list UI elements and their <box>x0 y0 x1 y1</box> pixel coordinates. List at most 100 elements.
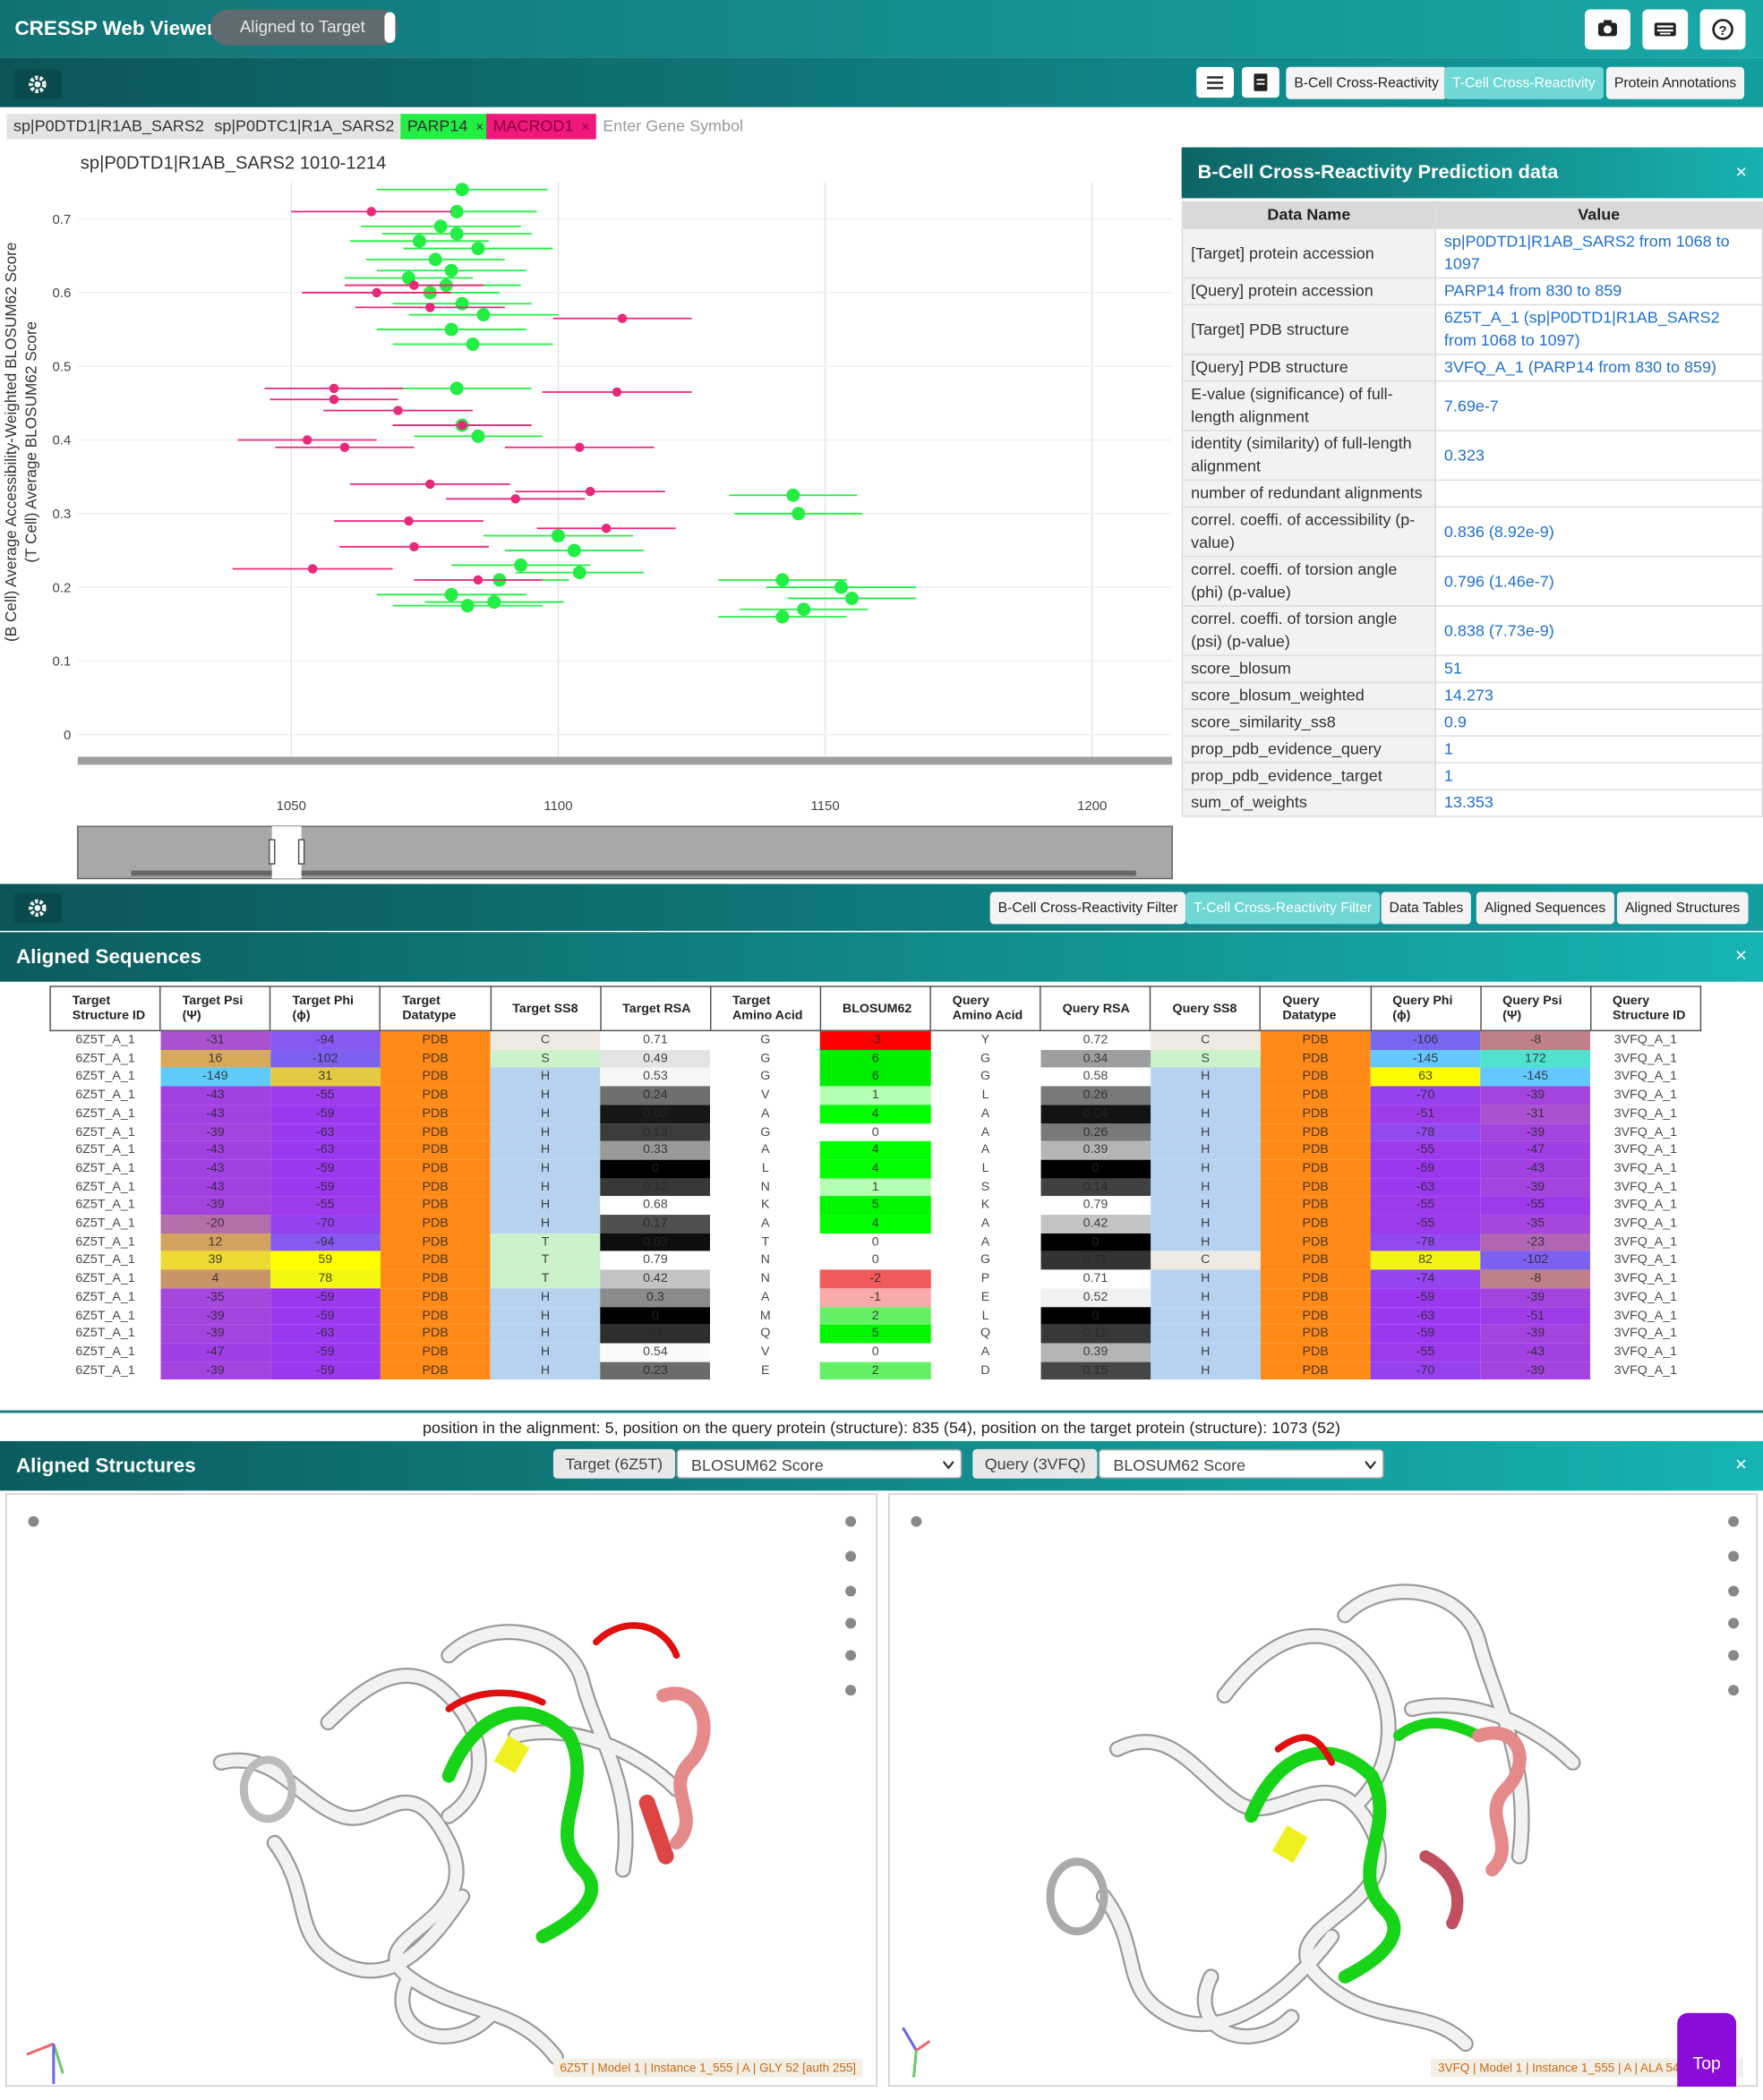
sequence-row: 6Z5T_A_1 -43 -63 PDB H 0.33 A 4 A 0.39 H PDB -55 -47 3… <box>50 1141 1701 1160</box>
structure-viewer[interactable]: 6Z5T | Model 1 | Instance 1_555 | A | GL… <box>4 1493 878 2087</box>
sequence-cell: S <box>1150 1049 1261 1069</box>
close-button[interactable]: × <box>1734 1453 1748 1476</box>
tag-label: sp|P0DTC1|R1A_SARS2 <box>214 116 395 136</box>
align-toggle[interactable]: Aligned to Target <box>210 9 398 46</box>
tab-button[interactable]: Protein Annotations <box>1605 66 1745 99</box>
sequence-cell: -35 <box>1480 1215 1591 1234</box>
sequence-cell: -63 <box>1370 1306 1481 1326</box>
sequence-cell: C <box>1150 1251 1261 1270</box>
sequence-cell: H <box>1150 1141 1261 1160</box>
axes-gizmo <box>26 2042 64 2085</box>
gene-tag[interactable]: MACROD1 × <box>486 114 596 140</box>
column-header: Target Psi (Ψ) <box>159 986 271 1032</box>
sequence-cell: -78 <box>1370 1123 1481 1142</box>
sequence-cell: 3VFQ_A_1 <box>1590 1105 1701 1123</box>
tag-remove[interactable]: × <box>581 120 590 136</box>
sequence-cell: -43 <box>1480 1343 1591 1362</box>
x-axis-bar <box>77 756 1173 765</box>
column-header: Query SS8 <box>1150 986 1262 1032</box>
column-header: Target Amino Acid <box>709 986 821 1032</box>
sequence-cell: H <box>490 1105 601 1123</box>
tab-button[interactable]: Aligned Structures <box>1616 892 1749 925</box>
query-button[interactable]: Query (3VFQ) <box>972 1448 1098 1479</box>
sequence-row: 6Z5T_A_1 -47 -59 PDB H 0.54 V 0 A 0.39 H PDB -55 -43 3… <box>50 1343 1701 1362</box>
tab-button[interactable]: Data Tables <box>1381 892 1472 925</box>
sequence-cell: 3VFQ_A_1 <box>1590 1233 1701 1252</box>
sequence-cell: 6 <box>820 1068 931 1087</box>
gene-tag[interactable]: PARP14 × <box>400 114 491 140</box>
info-title: B-Cell Cross-Reactivity Prediction data × <box>1181 147 1763 199</box>
status-text: position in the alignment: 5, position o… <box>423 1418 1340 1438</box>
close-button[interactable]: × <box>1734 943 1748 968</box>
sequence-cell: PDB <box>380 1362 491 1380</box>
column-header: Target RSA <box>599 986 712 1032</box>
protein-render <box>902 1515 1740 2078</box>
tag-remove[interactable]: × <box>475 120 484 136</box>
tab-button[interactable]: Aligned Sequences <box>1476 892 1614 925</box>
sequence-cell: PDB <box>1260 1288 1371 1307</box>
tab-button[interactable]: T-Cell Cross-Reactivity Filter <box>1185 892 1381 925</box>
gene-tag[interactable]: sp|P0DTC1|R1A_SARS2× <box>207 114 417 140</box>
sequence-cell: H <box>1150 1105 1261 1123</box>
sequence-cell: A <box>930 1343 1040 1362</box>
tab-button[interactable]: T-Cell Cross-Reactivity <box>1443 66 1604 99</box>
point <box>575 442 585 452</box>
sequence-cell: PDB <box>1260 1343 1371 1362</box>
sequence-cell: 12 <box>159 1233 270 1252</box>
sequence-cell: G <box>930 1049 1040 1069</box>
sequence-cell: D <box>930 1362 1040 1380</box>
viewer-tools[interactable] <box>28 1515 857 1696</box>
settings-button[interactable] <box>13 892 62 923</box>
camera-button[interactable] <box>1585 9 1630 50</box>
doc-view-button[interactable] <box>1241 66 1279 98</box>
tab-button[interactable]: B-Cell Cross-Reactivity <box>1286 66 1447 99</box>
y-tick-label: 0.1 <box>53 654 72 670</box>
gene-input[interactable]: Enter Gene Symbol <box>603 116 743 136</box>
sequence-cell: H <box>1150 1306 1261 1326</box>
series <box>344 183 916 624</box>
query-select[interactable]: BLOSUM62 Score <box>1098 1448 1384 1479</box>
sequence-cell: H <box>490 1362 601 1380</box>
sequence-cell: 0.04 <box>1040 1105 1151 1123</box>
sequence-cell: 5 <box>820 1196 931 1216</box>
target-select[interactable]: BLOSUM62 Score <box>676 1448 963 1479</box>
sequence-cell: 3VFQ_A_1 <box>1590 1123 1701 1142</box>
viewer-tools[interactable] <box>911 1515 1740 1696</box>
sequence-cell: 6Z5T_A_1 <box>50 1288 160 1307</box>
axes-gizmo <box>902 2027 931 2078</box>
sequence-cell: N <box>710 1251 821 1270</box>
data-name-cell: prop_pdb_evidence_target <box>1181 762 1436 790</box>
data-name-cell: sum_of_weights <box>1181 789 1436 817</box>
list-view-button[interactable] <box>1196 66 1235 98</box>
close-button[interactable]: × <box>1735 162 1748 184</box>
point <box>393 405 403 415</box>
settings-button[interactable] <box>13 69 62 99</box>
keyboard-button[interactable] <box>1642 9 1689 50</box>
sequence-cell: H <box>1150 1288 1261 1307</box>
column-header: BLOSUM62 <box>819 986 931 1032</box>
point <box>567 543 581 558</box>
data-name-cell: prop_pdb_evidence_query <box>1181 735 1436 764</box>
sequence-cell: 0.71 <box>600 1030 711 1050</box>
sequence-cell: -55 <box>270 1196 381 1216</box>
column-header: Value <box>1434 201 1763 229</box>
target-button[interactable]: Target (6Z5T) <box>552 1448 675 1479</box>
sequence-cell: -23 <box>1480 1233 1591 1252</box>
sequence-cell: A <box>930 1123 1040 1142</box>
help-button[interactable]: ? <box>1699 9 1746 50</box>
top-button[interactable]: Top <box>1677 2012 1737 2087</box>
data-name-cell: correl. coeffi. of torsion angle (phi) (… <box>1181 555 1436 607</box>
sequence-row: 6Z5T_A_1 39 59 PDB T 0.79 N 0 G 0.11 C PDB 82 -102 3VF… <box>50 1251 1701 1270</box>
sequence-cell: 0 <box>1040 1159 1151 1179</box>
sequence-cell: H <box>490 1159 601 1179</box>
protein-render <box>26 1515 857 2085</box>
sequence-cell: -39 <box>159 1362 270 1380</box>
sequence-row: 6Z5T_A_1 -20 -70 PDB H 0.17 A 4 A 0.42 H PDB -55 -35 3… <box>50 1215 1701 1234</box>
sequence-cell: 3VFQ_A_1 <box>1590 1215 1701 1234</box>
point <box>449 226 464 241</box>
tab-button[interactable]: B-Cell Cross-Reactivity Filter <box>989 892 1186 925</box>
structure-viewer[interactable]: 3VFQ | Model 1 | Instance 1_555 | A | AL… <box>887 1493 1759 2087</box>
sequence-cell: PDB <box>1260 1215 1371 1234</box>
gene-tag[interactable]: sp|P0DTD1|R1AB_SARS2× <box>6 114 227 140</box>
